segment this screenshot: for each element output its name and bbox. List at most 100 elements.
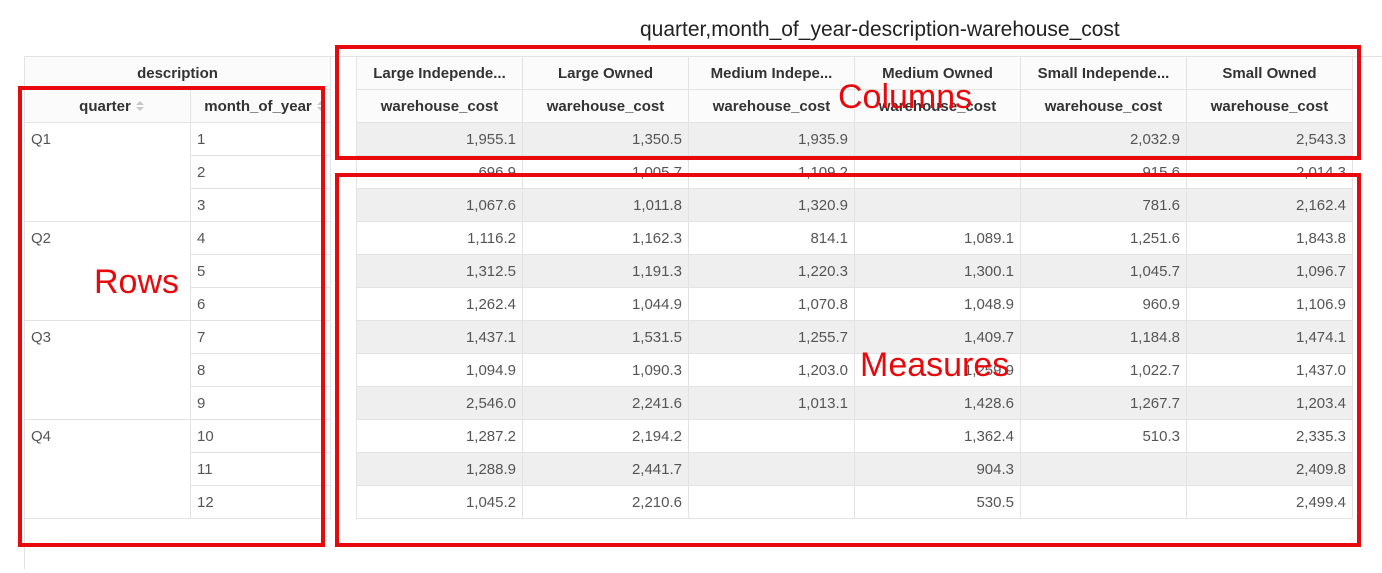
- value-cell: [1020, 452, 1187, 486]
- value-cell: 2,441.7: [522, 452, 689, 486]
- value-cell: 510.3: [1020, 419, 1187, 453]
- row-spacer: [330, 254, 357, 288]
- table-row: Q3 7 1,437.1 1,531.5 1,255.7 1,409.7 1,184.8 1,…: [24, 320, 1353, 420]
- value-cell: 2,409.8: [1186, 452, 1353, 486]
- table-row: 12 1,045.2 2,210.6 530.5 2,499.4: [25, 485, 1353, 519]
- quarter-cell: Q3: [24, 320, 191, 420]
- measure-header: warehouse_cost: [1186, 89, 1353, 123]
- table-row: 9 2,546.0 2,241.6 1,013.1 1,428.6 1,267.7 1,20…: [25, 386, 1353, 420]
- value-cell: 2,162.4: [1186, 188, 1353, 222]
- table-row: 3 1,067.6 1,011.8 1,320.9 781.6 2,162.4: [25, 188, 1353, 222]
- value-cell: 1,300.1: [854, 254, 1021, 288]
- value-cell: 781.6: [1020, 188, 1187, 222]
- value-cell: 2,210.6: [522, 485, 689, 519]
- value-cell: [688, 485, 855, 519]
- value-cell: 530.5: [854, 485, 1021, 519]
- value-cell: 2,014.3: [1186, 155, 1353, 189]
- value-cell: 814.1: [688, 221, 855, 255]
- column-header[interactable]: Large Independe...: [356, 56, 523, 90]
- value-cell: 1,437.1: [356, 320, 523, 354]
- value-cell: [1020, 485, 1187, 519]
- table-row: Q4 10 1,287.2 2,194.2 1,362.4 510.3 2,335.3: [24, 419, 1353, 519]
- column-header[interactable]: Large Owned: [522, 56, 689, 90]
- table-row: Q1 1 1,955.1 1,350.5 1,935.9 2,032.9 2,543.3: [24, 122, 1353, 222]
- row-spacer: [330, 485, 357, 519]
- row-spacer: [330, 320, 357, 354]
- value-cell: 1,935.9: [688, 122, 855, 156]
- value-cell: 1,312.5: [356, 254, 523, 288]
- measure-header: warehouse_cost: [356, 89, 523, 123]
- column-dimension-header: description: [24, 56, 331, 90]
- row-spacer: [330, 122, 357, 156]
- value-cell: 1,011.8: [522, 188, 689, 222]
- value-cell: 696.9: [356, 155, 523, 189]
- value-cell: 1,409.7: [854, 320, 1021, 354]
- month-cell: 7: [190, 320, 331, 354]
- month-cell: 9: [190, 386, 331, 420]
- quarter-cell: Q1: [24, 122, 191, 222]
- value-cell: 1,116.2: [356, 221, 523, 255]
- value-cell: 1,350.5: [522, 122, 689, 156]
- value-cell: 1,955.1: [356, 122, 523, 156]
- value-cell: 1,191.3: [522, 254, 689, 288]
- value-cell: 2,032.9: [1020, 122, 1187, 156]
- value-cell: 2,499.4: [1186, 485, 1353, 519]
- header-row-measures: quarter month_of_year warehouse_cost wareho…: [24, 89, 1353, 123]
- value-cell: 1,096.7: [1186, 254, 1353, 288]
- value-cell: 1,106.9: [1186, 287, 1353, 321]
- row-spacer: [330, 287, 357, 321]
- value-cell: 1,162.3: [522, 221, 689, 255]
- measure-header: warehouse_cost: [854, 89, 1021, 123]
- month-of-year-header[interactable]: month_of_year: [190, 89, 331, 123]
- table-row: 11 1,288.9 2,441.7 904.3 2,409.8: [25, 452, 1353, 486]
- value-cell: 1,005.7: [522, 155, 689, 189]
- value-cell: 1,531.5: [522, 320, 689, 354]
- month-cell: 6: [190, 287, 331, 321]
- column-header[interactable]: Medium Indepe...: [688, 56, 855, 90]
- pivot-table: description Large Independe... Large Owned…: [24, 56, 1353, 519]
- row-spacer: [330, 353, 357, 387]
- month-cell: 1: [190, 122, 331, 156]
- row-spacer: [330, 155, 357, 189]
- value-cell: [688, 419, 855, 453]
- value-cell: [688, 452, 855, 486]
- column-header[interactable]: Small Owned: [1186, 56, 1353, 90]
- value-cell: 1,267.7: [1020, 386, 1187, 420]
- month-cell: 2: [190, 155, 331, 189]
- value-cell: 960.9: [1020, 287, 1187, 321]
- month-of-year-header-label: month_of_year: [204, 97, 312, 115]
- value-cell: 2,546.0: [356, 386, 523, 420]
- value-cell: 2,335.3: [1186, 419, 1353, 453]
- value-cell: 1,220.3: [688, 254, 855, 288]
- value-cell: 1,259.9: [854, 353, 1021, 387]
- value-cell: 1,251.6: [1020, 221, 1187, 255]
- value-cell: 1,022.7: [1020, 353, 1187, 387]
- value-cell: 1,089.1: [854, 221, 1021, 255]
- month-cell: 5: [190, 254, 331, 288]
- value-cell: 904.3: [854, 452, 1021, 486]
- month-cell: 12: [190, 485, 331, 519]
- value-cell: 1,320.9: [688, 188, 855, 222]
- table-row: 5 1,312.5 1,191.3 1,220.3 1,300.1 1,045.7 1,09…: [25, 254, 1353, 288]
- pivot-title: quarter,month_of_year-description-wareho…: [640, 18, 1120, 41]
- value-cell: 1,048.9: [854, 287, 1021, 321]
- value-cell: 1,203.4: [1186, 386, 1353, 420]
- month-cell: 10: [190, 419, 331, 453]
- row-spacer: [330, 419, 357, 453]
- value-cell: 1,094.9: [356, 353, 523, 387]
- table-row: 6 1,262.4 1,044.9 1,070.8 1,048.9 960.9 1,106.…: [25, 287, 1353, 321]
- column-header[interactable]: Medium Owned: [854, 56, 1021, 90]
- value-cell: 1,045.7: [1020, 254, 1187, 288]
- value-cell: 1,109.2: [688, 155, 855, 189]
- table-row: Q2 4 1,116.2 1,162.3 814.1 1,089.1 1,251.6 1,84…: [24, 221, 1353, 321]
- quarter-header[interactable]: quarter: [24, 89, 191, 123]
- column-header[interactable]: Small Independe...: [1020, 56, 1187, 90]
- month-cell: 3: [190, 188, 331, 222]
- value-cell: 1,044.9: [522, 287, 689, 321]
- value-cell: [854, 155, 1021, 189]
- value-cell: 1,262.4: [356, 287, 523, 321]
- value-cell: 1,013.1: [688, 386, 855, 420]
- value-cell: 1,070.8: [688, 287, 855, 321]
- value-cell: 1,045.2: [356, 485, 523, 519]
- value-cell: 1,474.1: [1186, 320, 1353, 354]
